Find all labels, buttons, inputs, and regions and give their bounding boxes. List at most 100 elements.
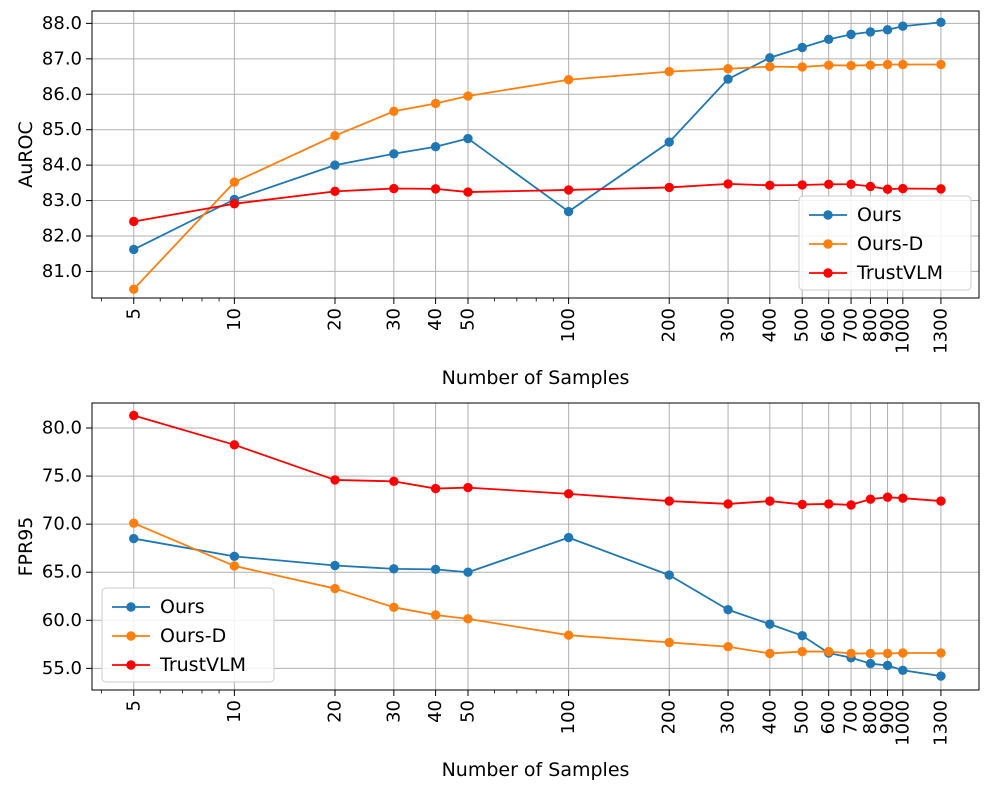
fpr95-data-point-ours [723,605,733,615]
fpr95-data-point-ours-d [389,602,399,613]
auroc-legend-label-ours-d: Ours-D [857,233,923,255]
auroc-data-point-ours-d [846,60,856,71]
fpr95-data-point-ours-d [723,642,733,652]
auroc-data-point-ours-d [936,59,946,70]
auroc-data-point-ours-d [389,106,399,116]
auroc-data-point-trustvlm [463,187,473,197]
auroc-legend-box [798,195,972,291]
fpr95-legend-box [101,587,275,683]
fpr95-data-point-trustvlm [865,494,876,504]
fpr95-x-tick-label: 1300 [930,700,951,746]
fpr95-data-point-ours-d [898,648,908,658]
auroc-y-tick-label: 82.0 [42,225,82,246]
fpr95-data-point-trustvlm [797,499,807,510]
fpr95-y-tick-label: 70.0 [42,514,82,535]
auroc-legend-label-trustvlm: TrustVLM [856,262,943,284]
auroc-data-point-ours [936,17,946,28]
auroc-x-tick-label: 30 [383,308,404,331]
fpr95-data-point-trustvlm [563,489,574,499]
auroc-y-tick-label: 85.0 [42,119,82,140]
auroc-x-tick-label: 800 [860,308,881,342]
auroc-data-point-ours [563,206,574,217]
fpr95-x-tick-label: 10 [224,700,245,723]
fpr95-data-point-trustvlm [898,493,908,503]
auroc-data-point-ours-d [563,75,574,85]
auroc-legend-marker-trustvlm [823,268,833,278]
fpr95-legend-marker-trustvlm [126,660,136,670]
fpr95-data-point-ours-d [823,646,834,657]
auroc-data-point-trustvlm [882,184,893,194]
fpr95-plot-frame [91,402,980,691]
auroc-data-point-trustvlm [936,184,946,194]
fpr95-y-tick-label: 55.0 [42,658,82,679]
fpr95-data-point-trustvlm [882,492,893,502]
fpr95-x-tick-label: 200 [659,700,680,734]
auroc-data-point-trustvlm [723,179,733,189]
auroc-y-tick-label: 88.0 [42,13,82,34]
auroc-y-tick-label: 86.0 [42,84,82,105]
fpr95-data-point-ours-d [664,637,674,648]
auroc-data-point-trustvlm [765,180,775,191]
auroc-x-tick-label: 100 [558,308,579,342]
fpr95-data-point-ours [463,567,473,577]
fpr95-data-point-ours-d [563,630,574,640]
auroc-data-point-ours-d [898,59,908,70]
auroc-data-point-trustvlm [430,184,441,194]
fpr95-legend-marker-ours-d [126,631,136,641]
auroc-x-tick-label: 5 [123,308,144,319]
auroc-data-point-ours-d [430,98,441,109]
fpr95-data-point-ours [765,619,775,629]
fpr95-x-tick-label: 500 [792,700,813,734]
fpr95-data-point-trustvlm [723,499,733,509]
auroc-data-point-ours-d [129,284,139,294]
auroc-x-tick-label: 700 [841,308,862,342]
fpr95-y-tick-label: 60.0 [42,610,82,631]
fpr95-data-point-ours [330,560,340,571]
auroc-data-point-ours [882,25,893,35]
auroc-data-point-ours-d [865,60,876,70]
auroc-data-point-ours [129,244,139,255]
fpr95-data-point-ours [229,551,240,562]
fpr95-x-tick-label: 800 [860,700,881,734]
fpr95-x-tick-label: 40 [425,700,446,723]
fpr95-data-point-trustvlm [664,496,674,506]
auroc-data-point-trustvlm [129,216,139,227]
fpr95-data-point-ours [865,658,876,669]
fpr95-data-point-ours-d [229,561,240,571]
auroc-data-point-ours [430,142,441,152]
fpr95-data-point-trustvlm [389,476,399,487]
auroc-data-point-trustvlm [898,183,908,194]
auroc-data-point-trustvlm [797,180,807,190]
fpr95-x-tick-label: 50 [457,700,478,723]
auroc-data-point-ours [463,133,473,144]
fpr95-x-tick-label: 900 [877,700,898,734]
auroc-data-point-trustvlm [330,186,340,197]
fpr95-x-tick-label: 30 [383,700,404,723]
fpr95-data-point-ours-d [882,648,893,659]
fpr95-x-tick-label: 5 [123,700,144,711]
auroc-plot-frame [91,10,980,299]
fpr95-y-tick-label: 80.0 [42,417,82,438]
fpr95-data-point-ours-d [463,614,473,624]
fpr95-data-point-ours [389,564,399,574]
fpr95-x-tick-label: 1000 [892,700,913,746]
fpr95-x-tick-label: 20 [324,700,345,723]
auroc-x-tick-label: 40 [425,308,446,331]
fpr95-data-point-ours [430,564,441,575]
auroc-y-tick-label: 83.0 [42,190,82,211]
fpr95-data-point-trustvlm [463,482,473,493]
auroc-data-point-ours [330,160,340,170]
fpr95-data-point-ours [797,630,807,641]
auroc-data-point-ours-d [330,131,340,141]
auroc-legend-marker-ours [823,210,833,220]
auroc-data-point-trustvlm [229,199,240,209]
fpr95-data-point-ours-d [846,648,856,659]
fpr95-data-point-ours [129,533,139,544]
fpr95-data-point-trustvlm [846,500,856,510]
fpr95-data-point-ours-d [936,648,946,658]
fpr95-data-point-trustvlm [330,475,340,485]
fpr95-legend-label-ours: Ours [160,596,205,618]
fpr95-data-point-ours [936,671,946,681]
fpr95-x-tick-label: 300 [718,700,739,734]
